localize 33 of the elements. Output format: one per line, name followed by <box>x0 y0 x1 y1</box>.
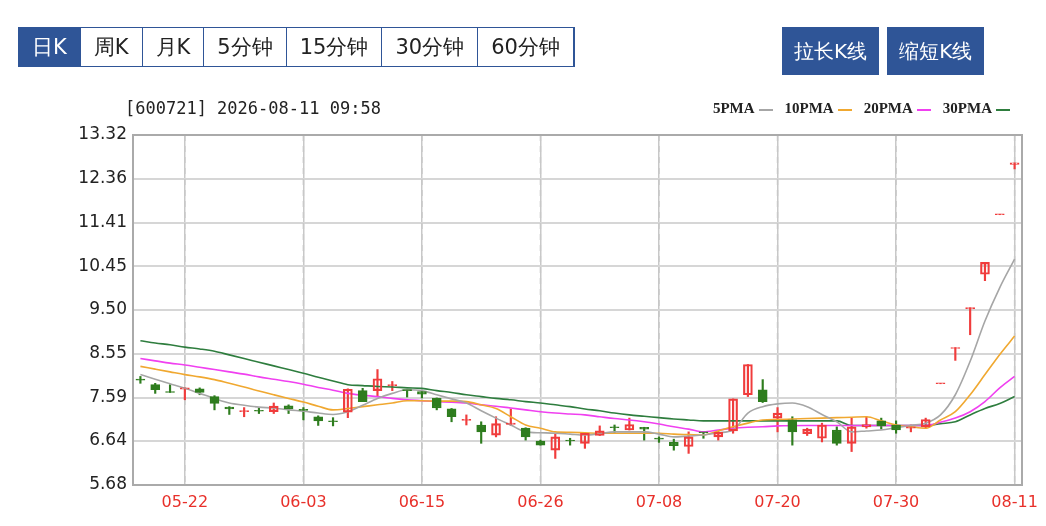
x-tick-label: 08-11 <box>991 491 1038 511</box>
y-tick-label: 9.50 <box>89 298 127 319</box>
text: 月K <box>142 28 205 66</box>
x-tick-label: 07-30 <box>872 491 920 511</box>
chart-title: [600721] 2026-08-11 09:58 <box>125 98 381 118</box>
text: 缩短K线 <box>887 27 985 75</box>
text: 15分钟 <box>286 28 383 66</box>
legend-label: 10PMA <box>784 100 835 117</box>
y-tick-label: 13.32 <box>78 123 127 144</box>
y-tick-label: 11.41 <box>78 210 127 231</box>
text: 60分钟 <box>478 28 574 66</box>
y-tick-label: 12.36 <box>78 167 127 188</box>
legend-label: 20PMA <box>863 100 914 117</box>
text: 周K <box>80 28 143 66</box>
legend-label: 5PMA <box>712 100 756 117</box>
x-tick-label: 07-08 <box>635 491 683 511</box>
y-tick-label: 7.59 <box>89 385 127 406</box>
y-tick-label: 10.45 <box>78 254 127 275</box>
text: 日K <box>19 28 81 66</box>
y-tick-label: 6.64 <box>89 429 127 450</box>
legend-label: 30PMA <box>942 100 993 117</box>
candlestick <box>994 213 1005 216</box>
x-tick-label: 05-22 <box>161 491 209 511</box>
x-tick-label: 06-15 <box>398 491 446 511</box>
text: 拉长K线 <box>782 27 880 75</box>
x-tick-label: 06-26 <box>517 491 564 511</box>
x-tick-label: 06-03 <box>280 491 327 511</box>
y-tick-label: 5.68 <box>89 473 127 494</box>
x-tick-label: 07-20 <box>754 491 801 511</box>
text: 30分钟 <box>382 28 479 66</box>
candlestick <box>935 382 946 385</box>
text: 5分钟 <box>204 28 287 66</box>
y-tick-label: 8.55 <box>89 341 127 362</box>
